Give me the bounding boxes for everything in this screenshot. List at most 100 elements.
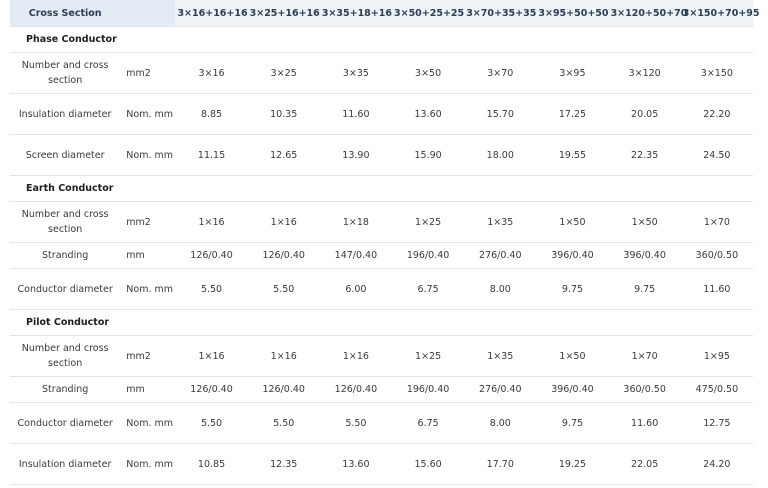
value-cell: 8.00 <box>464 268 537 310</box>
value-cell: 12.35 <box>247 443 320 485</box>
value-cell: 5.50 <box>175 268 248 310</box>
header-unit <box>120 0 176 27</box>
value-cell: 17.25 <box>536 93 609 135</box>
value-cell: 13.60 <box>319 443 392 485</box>
table-row: Number and cross section mm2 1×16 1×16 1×18 1… <box>10 201 753 243</box>
value-cell: 5.50 <box>247 402 320 444</box>
value-cell: 10.85 <box>175 443 248 485</box>
row-unit: Nom. mm <box>120 268 176 310</box>
row-unit: mm2 <box>120 335 176 377</box>
value-cell: 6.00 <box>319 268 392 310</box>
section-title: Earth Conductor <box>10 175 753 202</box>
value-cell: 396/0.40 <box>536 376 609 403</box>
table-row: Conductor diameter Nom. mm 5.50 5.50 5.50 6.7… <box>10 402 753 444</box>
value-cell: 3×120 <box>608 52 681 94</box>
value-cell: 12.65 <box>247 134 320 176</box>
value-cell: 1×50 <box>536 335 609 377</box>
header-column: 3×16+16+16 <box>175 0 248 27</box>
spec-table: Cross Section 3×16+16+16 3×25+16+16 3×35… <box>10 0 760 485</box>
value-cell: 19.55 <box>536 134 609 176</box>
row-unit: Nom. mm <box>120 443 176 485</box>
value-cell: 396/0.40 <box>536 242 609 269</box>
header-cross-section: Cross Section <box>10 0 121 27</box>
value-cell: 475/0.50 <box>680 376 753 403</box>
table-row: Conductor diameter Nom. mm 5.50 5.50 6.00 6.7… <box>10 268 753 310</box>
value-cell: 15.70 <box>464 93 537 135</box>
value-cell: 396/0.40 <box>608 242 681 269</box>
row-label: Stranding <box>10 376 121 403</box>
value-cell: 22.20 <box>680 93 753 135</box>
row-unit: mm2 <box>120 201 176 243</box>
value-cell: 3×70 <box>464 52 537 94</box>
row-label: Insulation diameter <box>10 93 121 135</box>
value-cell: 24.20 <box>680 443 753 485</box>
value-cell: 24.50 <box>680 134 753 176</box>
value-cell: 18.00 <box>464 134 537 176</box>
table-row: Screen diameter Nom. mm 11.15 12.65 13.90 15.… <box>10 134 753 176</box>
value-cell: 3×150 <box>680 52 753 94</box>
value-cell: 1×16 <box>247 201 320 243</box>
row-unit: Nom. mm <box>120 402 176 444</box>
value-cell: 1×70 <box>608 335 681 377</box>
value-cell: 1×35 <box>464 201 537 243</box>
table-row: Insulation diameter Nom. mm 10.85 12.35 13.6… <box>10 443 753 485</box>
value-cell: 5.50 <box>247 268 320 310</box>
value-cell: 3×50 <box>392 52 465 94</box>
row-label: Conductor diameter <box>10 402 121 444</box>
value-cell: 20.05 <box>608 93 681 135</box>
value-cell: 8.85 <box>175 93 248 135</box>
header-column: 3×95+50+50 <box>536 0 609 27</box>
value-cell: 147/0.40 <box>319 242 392 269</box>
value-cell: 13.60 <box>392 93 465 135</box>
value-cell: 5.50 <box>175 402 248 444</box>
row-unit: mm2 <box>120 52 176 94</box>
value-cell: 276/0.40 <box>464 242 537 269</box>
section-title: Phase Conductor <box>10 26 753 53</box>
value-cell: 360/0.50 <box>680 242 753 269</box>
header-column: 3×50+25+25 <box>392 0 465 27</box>
header-column: 3×120+50+70 <box>608 0 687 27</box>
value-cell: 276/0.40 <box>464 376 537 403</box>
header-column: 3×70+35+35 <box>464 0 537 27</box>
table-body: Phase Conductor Number and cross section m… <box>10 26 753 485</box>
value-cell: 1×50 <box>608 201 681 243</box>
value-cell: 3×25 <box>247 52 320 94</box>
value-cell: 1×70 <box>680 201 753 243</box>
value-cell: 13.90 <box>319 134 392 176</box>
section-row: Pilot Conductor <box>10 309 753 336</box>
value-cell: 6.75 <box>392 268 465 310</box>
value-cell: 11.15 <box>175 134 248 176</box>
value-cell: 9.75 <box>536 402 609 444</box>
value-cell: 1×16 <box>175 201 248 243</box>
value-cell: 11.60 <box>680 268 753 310</box>
header-row: Cross Section 3×16+16+16 3×25+16+16 3×35… <box>10 0 760 27</box>
section-row: Phase Conductor <box>10 26 753 53</box>
value-cell: 1×50 <box>536 201 609 243</box>
value-cell: 126/0.40 <box>175 242 248 269</box>
value-cell: 17.70 <box>464 443 537 485</box>
row-label: Insulation diameter <box>10 443 121 485</box>
value-cell: 6.75 <box>392 402 465 444</box>
header-column: 3×150+70+95 <box>680 0 760 27</box>
row-label: Stranding <box>10 242 121 269</box>
row-unit: Nom. mm <box>120 93 176 135</box>
value-cell: 126/0.40 <box>319 376 392 403</box>
value-cell: 126/0.40 <box>247 242 320 269</box>
value-cell: 15.90 <box>392 134 465 176</box>
value-cell: 11.60 <box>319 93 392 135</box>
value-cell: 1×16 <box>319 335 392 377</box>
value-cell: 3×16 <box>175 52 248 94</box>
value-cell: 1×18 <box>319 201 392 243</box>
table-row: Number and cross section mm2 1×16 1×16 1×16 1… <box>10 335 753 377</box>
value-cell: 9.75 <box>536 268 609 310</box>
value-cell: 3×35 <box>319 52 392 94</box>
value-cell: 11.60 <box>608 402 681 444</box>
value-cell: 1×95 <box>680 335 753 377</box>
row-unit: mm <box>120 242 176 269</box>
section-row: Earth Conductor <box>10 175 753 202</box>
value-cell: 1×35 <box>464 335 537 377</box>
value-cell: 1×25 <box>392 201 465 243</box>
value-cell: 1×16 <box>175 335 248 377</box>
value-cell: 1×16 <box>247 335 320 377</box>
value-cell: 10.35 <box>247 93 320 135</box>
